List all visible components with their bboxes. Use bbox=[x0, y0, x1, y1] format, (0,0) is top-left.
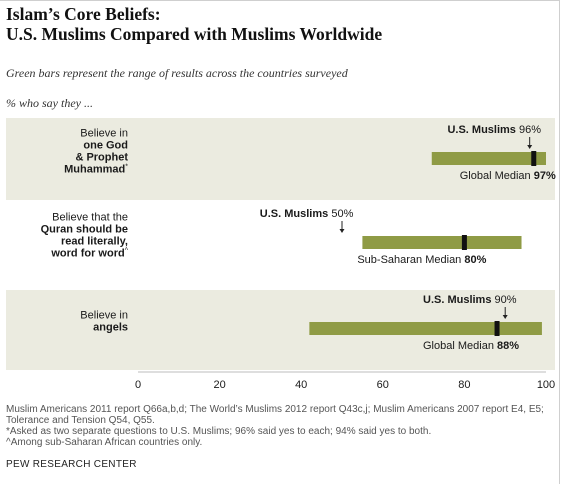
median-marker bbox=[461, 235, 467, 250]
chart-title: Islam’s Core Beliefs: U.S. Muslims Compa… bbox=[6, 4, 382, 44]
row-label-line: one God bbox=[83, 140, 128, 152]
row-label: Believe that the Quran should be read lite… bbox=[41, 212, 129, 260]
us-muslims-label: U.S. Muslims 50% bbox=[260, 208, 354, 220]
median-marker bbox=[494, 321, 500, 336]
median-label: Sub-Saharan Median 80% bbox=[357, 254, 486, 266]
row-label: Believe in angels bbox=[80, 310, 128, 334]
us-muslims-arrowhead bbox=[502, 315, 508, 319]
source-note: Muslim Americans 2011 report Q66a,b,d; T… bbox=[6, 404, 544, 426]
x-tick-label: 0 bbox=[135, 379, 141, 391]
row-label-line: Quran should be bbox=[41, 224, 128, 236]
row-label-line: Muhammad bbox=[64, 164, 125, 176]
row-label-footnote-mark: * bbox=[125, 164, 128, 171]
x-tick-label: 80 bbox=[458, 379, 470, 391]
us-muslims-arrowhead bbox=[339, 229, 345, 233]
row-label-line: Believe in bbox=[80, 310, 128, 322]
x-tick-label: 100 bbox=[537, 379, 555, 391]
range-bar bbox=[431, 152, 546, 165]
row-label-line: Believe in bbox=[80, 128, 128, 140]
footnote-caret: ^Among sub-Saharan African countries onl… bbox=[6, 437, 203, 448]
title-line-1: Islam’s Core Beliefs: bbox=[6, 4, 161, 24]
range-bar bbox=[362, 236, 522, 249]
row-label-footnote-mark: ^ bbox=[125, 248, 129, 255]
median-label: Global Median 97% bbox=[460, 170, 556, 182]
x-tick-label: 60 bbox=[377, 379, 389, 391]
row-label-line: Believe that the bbox=[52, 212, 128, 224]
question-lead-in: % who say they ... bbox=[6, 96, 93, 110]
us-muslims-label: U.S. Muslims 90% bbox=[423, 294, 517, 306]
row-label-line: read literally, bbox=[61, 236, 128, 248]
range-chart: Believe in one God & Prophet Muhammad*U.S. … bbox=[6, 118, 556, 391]
x-tick-label: 20 bbox=[213, 379, 225, 391]
us-muslims-label: U.S. Muslims 96% bbox=[447, 124, 541, 136]
us-muslims-arrowhead bbox=[527, 145, 533, 149]
median-label: Global Median 88% bbox=[423, 340, 519, 352]
row-label: Believe in one God & Prophet Muhammad* bbox=[64, 128, 128, 176]
chart-subtitle: Green bars represent the range of result… bbox=[6, 66, 348, 80]
footnote-asterisk: *Asked as two separate questions to U.S.… bbox=[6, 426, 432, 437]
row-label-line: word for word bbox=[50, 248, 124, 260]
brand-name: PEW RESEARCH CENTER bbox=[6, 459, 137, 470]
row-label-line: angels bbox=[93, 322, 128, 334]
median-marker bbox=[531, 151, 537, 166]
range-bar bbox=[309, 322, 542, 335]
x-tick-label: 40 bbox=[295, 379, 307, 391]
chart-footer: Muslim Americans 2011 report Q66a,b,d; T… bbox=[6, 404, 558, 448]
title-line-2: U.S. Muslims Compared with Muslims World… bbox=[6, 24, 383, 44]
row-label-line: & Prophet bbox=[75, 152, 128, 164]
